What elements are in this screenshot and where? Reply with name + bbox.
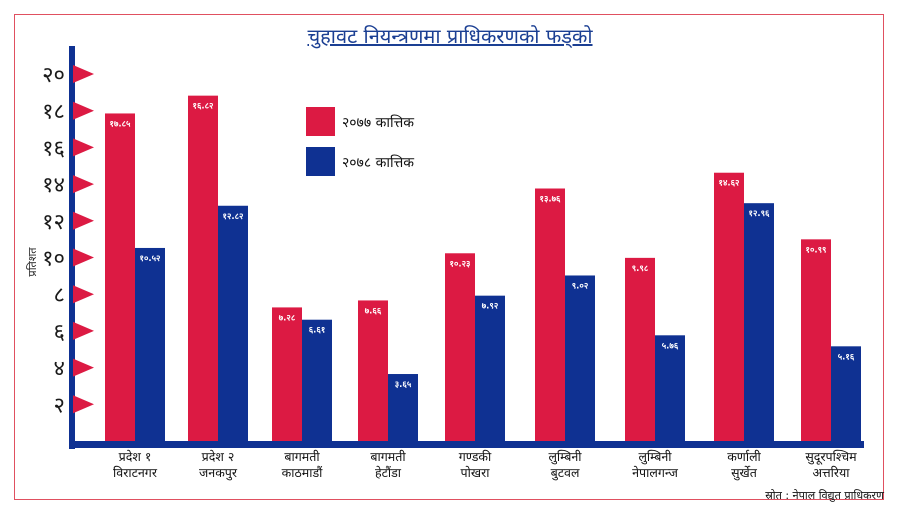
x-axis-line [69, 441, 864, 448]
bar-series2 [831, 346, 861, 441]
bar-value-label: ९.९८ [632, 264, 649, 274]
bar-series1 [358, 300, 388, 441]
bar-series2 [302, 319, 332, 441]
chart-title: चुहावट नियन्त्रणमा प्राधिकरणको फड्को [307, 24, 593, 48]
bar-value-label: ७.६६ [365, 306, 382, 316]
bar-series2 [388, 374, 418, 441]
bar-value-label: ५.७६ [662, 341, 679, 351]
bar-value-label: ९.०२ [572, 281, 589, 291]
x-category-label: लुम्बिनी [548, 449, 582, 465]
bar-value-label: १२.९६ [749, 209, 770, 219]
bar-series1 [105, 113, 135, 441]
bar-value-label: १४.६२ [719, 179, 740, 189]
bar-value-label: १६.८२ [193, 102, 214, 112]
x-category-label: जनकपुर [199, 465, 238, 481]
y-tick-label: ४ [54, 357, 65, 382]
bar-value-label: १७.८५ [110, 119, 131, 129]
y-tick-label: १४ [42, 173, 65, 198]
bar-value-label: ७.९२ [482, 302, 499, 312]
x-category-label: सुर्खेत [731, 465, 758, 481]
bar-series2 [135, 247, 165, 441]
y-tick-label: १८ [42, 100, 65, 125]
bar-value-label: १०.२३ [450, 259, 471, 269]
bar-value-label: ५.१६ [838, 352, 855, 362]
bar-value-label: ३.६५ [395, 380, 412, 390]
y-tick-marker [73, 175, 94, 194]
legend-swatch [306, 107, 335, 136]
bar-series2 [218, 205, 248, 441]
legend-label: २०७८ कात्तिक [342, 154, 414, 171]
y-tick-label: २० [42, 63, 65, 88]
bar-series2 [475, 295, 505, 441]
bar-series2 [655, 335, 685, 441]
bar-value-label: १३.७६ [540, 195, 561, 205]
x-category-label: विराटनगर [113, 465, 158, 480]
bar-series1 [188, 95, 218, 441]
x-category-label: प्रदेश १ [119, 449, 152, 464]
y-tick-marker [73, 285, 94, 304]
y-tick-label: ८ [54, 283, 65, 308]
x-category-label: कर्णाली [727, 449, 761, 464]
x-category-label: सुदूरपश्चिम [805, 449, 857, 465]
legend-label: २०७७ कात्तिक [342, 114, 414, 131]
y-tick-marker [73, 248, 94, 267]
bar-series1 [445, 253, 475, 441]
x-category-label: गण्डकी [459, 449, 492, 464]
bar-value-label: १२.८२ [223, 212, 244, 222]
x-category-label: काठमाडौं [282, 465, 324, 480]
y-axis-line [69, 46, 75, 449]
bar-series1 [272, 307, 302, 441]
x-category-label: हेटौंडा [375, 465, 402, 480]
x-category-label: बागमती [370, 449, 406, 464]
y-tick-label: १२ [42, 210, 65, 235]
bar-series1 [535, 188, 565, 441]
y-tick-marker [73, 211, 94, 230]
y-tick-marker [73, 395, 94, 414]
x-category-label: अत्तरिया [812, 465, 850, 480]
bar-series2 [565, 275, 595, 441]
bar-series1 [801, 239, 831, 441]
x-category-label: प्रदेश २ [202, 449, 235, 464]
x-category-label: बागमती [284, 449, 320, 464]
x-category-label: नेपालगन्ज [632, 465, 679, 480]
bar-series1 [625, 257, 655, 441]
bar-series2 [744, 203, 774, 441]
source-note: स्रोत : नेपाल विद्युत प्राधिकरण [765, 489, 884, 502]
y-axis-label: प्रतिशत [26, 247, 39, 277]
y-tick-marker [73, 101, 94, 120]
bar-value-label: १०.५२ [140, 254, 161, 264]
bar-series1 [714, 172, 744, 441]
y-tick-marker [73, 138, 94, 157]
x-category-label: लुम्बिनी [638, 449, 672, 465]
legend-swatch [306, 147, 335, 176]
bar-value-label: १०.९९ [806, 245, 827, 255]
bar-value-label: ७.२८ [279, 313, 296, 323]
y-tick-marker [73, 321, 94, 340]
chart-frame [14, 14, 884, 500]
y-tick-label: १० [42, 247, 65, 272]
x-category-label: पोखरा [461, 465, 491, 480]
x-category-label: बुटवल [551, 465, 580, 481]
y-tick-label: २ [54, 393, 65, 418]
y-tick-label: ६ [54, 320, 65, 345]
y-tick-label: १६ [42, 136, 65, 161]
y-tick-marker [73, 358, 94, 377]
y-tick-marker [73, 65, 94, 83]
bar-value-label: ६.६१ [309, 326, 326, 336]
